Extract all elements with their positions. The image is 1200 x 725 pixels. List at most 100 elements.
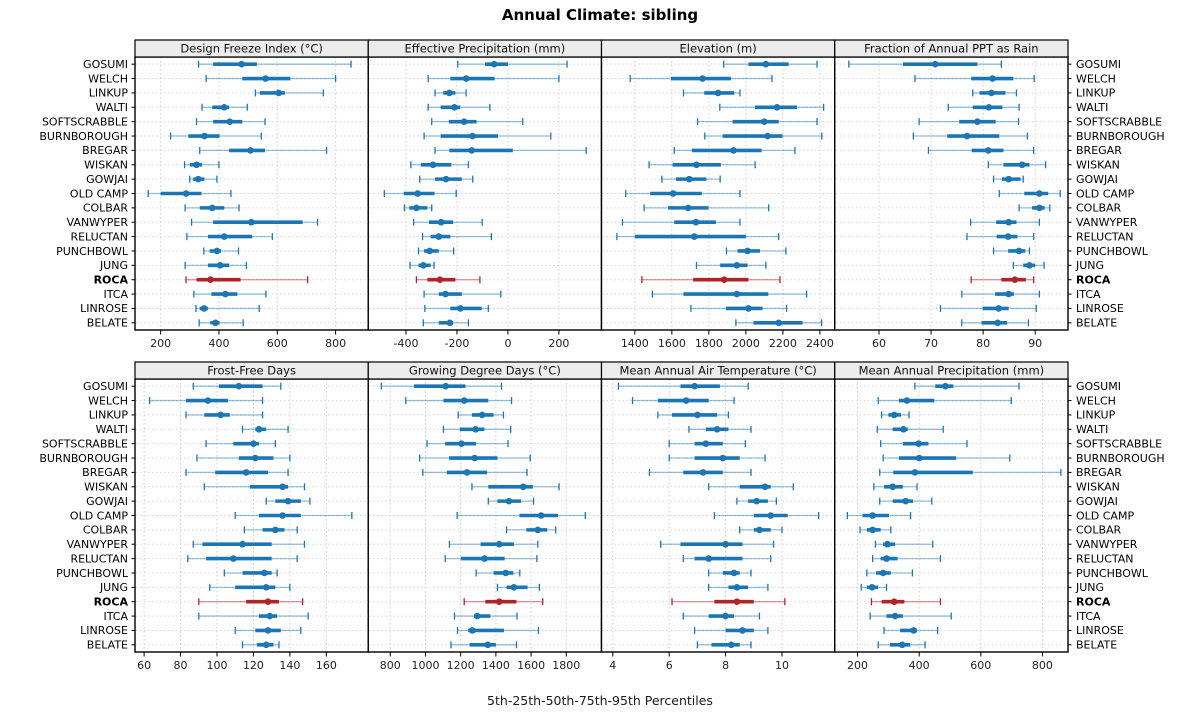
percentile-interval — [457, 411, 505, 419]
percentile-interval — [189, 175, 218, 183]
percentile-interval — [169, 132, 262, 140]
panel-6: Growing Degree Days (°C) 800 1000 1200 1400 1… — [367, 361, 603, 672]
percentile-interval — [148, 397, 264, 405]
percentile-interval — [846, 512, 912, 519]
percentile-interval — [880, 440, 968, 448]
axis-tick-label: 1600 — [658, 337, 686, 350]
site-label-right: WELCH — [1076, 72, 1116, 85]
site-label-right: RELUCTAN — [1076, 552, 1134, 565]
site-label-right: BELATE — [1076, 317, 1117, 330]
percentile-interval — [456, 512, 586, 519]
site-label-left: WELCH — [88, 72, 128, 85]
percentile-interval — [682, 612, 761, 620]
percentile-interval — [453, 612, 518, 620]
site-label-right: WELCH — [1076, 394, 1116, 407]
percentile-interval — [423, 132, 552, 140]
site-label-right: LINKUP — [1076, 87, 1116, 100]
site-label-left: GOSUMI — [83, 380, 128, 393]
percentile-interval — [870, 598, 942, 606]
site-label-left: LINROSE — [80, 624, 128, 637]
percentile-interval — [1012, 261, 1045, 269]
site-label-right: GOSUMI — [1076, 58, 1121, 71]
percentile-interval — [877, 641, 926, 649]
percentile-interval — [196, 454, 291, 462]
axis-tick-label: 6 — [666, 659, 673, 672]
percentile-interval — [192, 540, 306, 548]
percentile-interval — [912, 132, 1029, 140]
site-label-right: LINROSE — [1076, 624, 1124, 637]
percentile-interval — [234, 626, 302, 634]
percentile-interval — [848, 60, 1003, 68]
site-label-left: WALTI — [96, 101, 128, 114]
percentile-interval — [427, 75, 560, 83]
percentile-interval — [879, 497, 933, 505]
axis-tick-label: 60 — [137, 659, 151, 672]
site-label-right: RELUCTAN — [1076, 230, 1134, 243]
percentile-interval — [998, 190, 1061, 197]
percentile-interval — [383, 190, 457, 197]
percentile-interval — [970, 276, 1035, 284]
site-label-right: BREGAR — [1076, 466, 1122, 479]
axis-tick-label: 0 — [504, 337, 511, 350]
percentile-interval — [1018, 204, 1051, 212]
percentile-interval — [992, 175, 1024, 183]
percentile-interval — [423, 290, 502, 298]
site-label-left: RELUCTAN — [70, 552, 128, 565]
percentile-interval — [471, 483, 560, 491]
percentile-interval — [448, 540, 539, 548]
percentile-interval — [629, 75, 773, 83]
percentile-interval — [869, 612, 952, 620]
axis-tick-label: 140 — [279, 659, 300, 672]
panel-title: Growing Degree Days (°C) — [409, 364, 561, 378]
site-label-right: ROCA — [1076, 274, 1111, 287]
axis-tick-label: -400 — [393, 337, 418, 350]
axis-tick-label: 800 — [325, 337, 346, 350]
percentile-interval — [195, 304, 260, 312]
site-label-left: WISKAN — [84, 481, 128, 494]
percentile-interval — [972, 89, 1018, 97]
percentile-interval — [426, 440, 509, 448]
axis-tick-label: 800 — [380, 659, 401, 672]
percentile-interval — [186, 233, 273, 241]
panel-header — [834, 39, 1069, 58]
percentile-interval — [668, 440, 746, 448]
percentile-interval — [419, 175, 474, 183]
site-label-left: WELCH — [88, 394, 128, 407]
percentile-interval — [434, 146, 587, 154]
percentile-interval — [205, 75, 337, 83]
percentile-interval — [860, 583, 888, 591]
percentile-interval — [713, 512, 820, 519]
percentile-interval — [617, 382, 749, 390]
percentile-interval — [147, 190, 232, 197]
site-label-right: BURNBOROUGH — [1076, 130, 1165, 143]
axis-tick-label: 90 — [1028, 337, 1042, 350]
percentile-interval — [192, 382, 282, 390]
site-label-left: BURNBOROUGH — [39, 452, 128, 465]
axis-tick-label: 120 — [243, 659, 264, 672]
site-label-left: BELATE — [87, 317, 128, 330]
site-label-left: WALTI — [96, 423, 128, 436]
percentile-interval — [463, 598, 544, 606]
panel-7: Mean Annual Air Temperature (°C) 4 6 8 10 — [600, 361, 836, 672]
percentile-interval — [719, 103, 825, 111]
panel-header — [834, 361, 1069, 380]
percentile-interval — [879, 468, 1062, 476]
panel-title: Frost-Free Days — [207, 364, 296, 378]
site-label-left: JUNG — [99, 581, 128, 594]
panel-2: Effective Precipitation (mm) -400 -200 0 200 — [367, 39, 603, 350]
percentile-interval — [201, 103, 248, 111]
percentile-interval — [223, 569, 278, 577]
percentile-interval — [241, 425, 289, 433]
site-label-left: PUNCHBOWL — [56, 245, 129, 258]
site-label-right: WISKAN — [1076, 481, 1120, 494]
percentile-interval — [457, 60, 568, 68]
percentile-interval — [866, 569, 914, 577]
percentile-interval — [424, 304, 489, 312]
percentile-interval — [415, 276, 481, 284]
percentile-interval — [969, 218, 1041, 226]
site-label-left: VANWYPER — [67, 538, 129, 551]
percentile-interval — [641, 276, 781, 284]
percentile-interval — [939, 304, 1037, 312]
site-label-right: ROCA — [1076, 596, 1111, 609]
percentile-interval — [241, 641, 280, 649]
